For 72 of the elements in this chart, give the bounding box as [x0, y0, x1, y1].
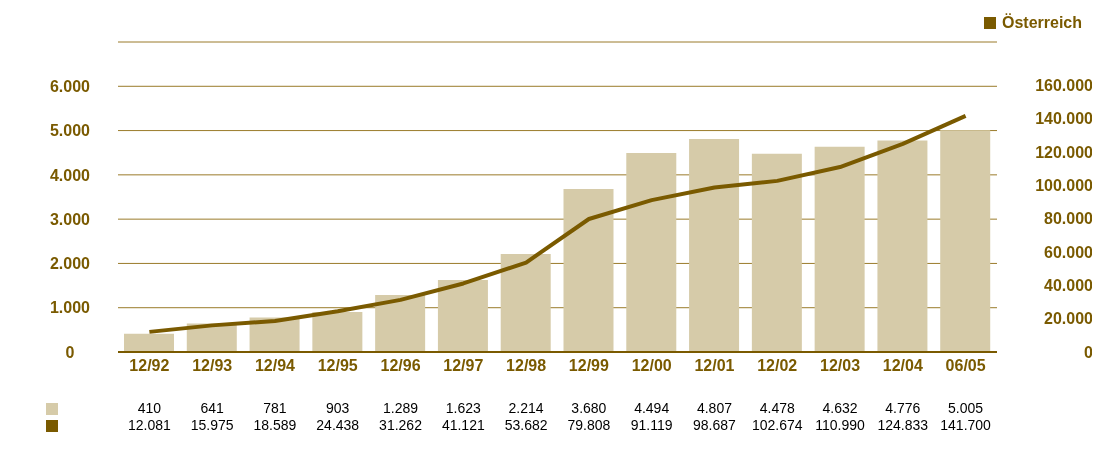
- data-label: 124.833: [876, 417, 930, 433]
- data-label: 4.807: [695, 400, 733, 416]
- data-label: 410: [136, 400, 163, 416]
- bar: [500, 253, 551, 352]
- y-tick-label: 6.000: [49, 77, 91, 95]
- x-tick-label: 12/00: [631, 357, 672, 375]
- x-tick-label: 12/92: [129, 357, 170, 375]
- y-tick-label: 5.000: [49, 122, 91, 140]
- data-label: 1.623: [444, 400, 482, 416]
- data-label: 4.478: [758, 400, 796, 416]
- x-tick-label: 12/98: [506, 357, 547, 375]
- data-label: 4.632: [821, 400, 859, 416]
- data-label: 1.289: [382, 400, 420, 416]
- data-label: 110.990: [814, 417, 866, 433]
- line-series: [147, 113, 968, 334]
- y2-tick-label: 40.000: [1044, 277, 1094, 295]
- data-label: 24.438: [315, 417, 361, 433]
- y2-tick-label: 0: [1084, 343, 1094, 361]
- bar: [375, 294, 426, 352]
- data-label: 2.214: [507, 400, 545, 416]
- bar: [751, 153, 802, 352]
- x-tick-label: 12/02: [757, 357, 798, 375]
- y2-tick-label: 60.000: [1044, 243, 1094, 261]
- data-label: 15.975: [189, 417, 235, 433]
- bar: [814, 146, 865, 352]
- y-tick-label: 3.000: [49, 210, 91, 228]
- data-label: 91.119: [629, 417, 674, 433]
- data-label: 12.081: [126, 417, 172, 433]
- data-label: 903: [325, 400, 351, 416]
- y-tick-label: 4.000: [49, 166, 91, 184]
- bar: [437, 280, 488, 352]
- data-label: 141.700: [939, 417, 992, 433]
- data-label: 41.121: [440, 417, 486, 433]
- y2-tick-label: 160.000: [1035, 77, 1094, 95]
- x-tick-label: 12/03: [820, 357, 861, 375]
- data-label: 79.808: [566, 417, 612, 433]
- x-tick-label: 12/97: [443, 357, 484, 375]
- data-label: 102.674: [750, 417, 804, 433]
- y-tick-label: 1.000: [49, 299, 91, 317]
- data-label: 641: [199, 400, 225, 416]
- data-label: 18.589: [252, 417, 298, 433]
- y2-tick-label: 80.000: [1044, 210, 1094, 228]
- y2-tick-label: 140.000: [1035, 110, 1094, 128]
- x-tick-label: 12/93: [192, 357, 233, 375]
- y2-tick-label: 120.000: [1035, 143, 1094, 161]
- data-label: 781: [262, 400, 288, 416]
- data-label: 4.494: [633, 400, 671, 416]
- y2-tick-label: 20.000: [1044, 310, 1094, 328]
- data-label: 53.682: [503, 417, 549, 433]
- y-tick-label: 2.000: [49, 255, 91, 273]
- bar: [312, 312, 363, 352]
- data-label: 98.687: [692, 417, 737, 433]
- y2-tick-label: 100.000: [1035, 177, 1094, 195]
- x-tick-label: 12/94: [254, 357, 296, 375]
- x-tick-label: 12/04: [882, 357, 923, 375]
- x-tick-label: 12/99: [568, 357, 610, 375]
- bar: [563, 189, 614, 352]
- data-label: 3.680: [570, 400, 608, 416]
- x-tick-label: 12/95: [317, 357, 358, 375]
- x-tick-label: 12/96: [380, 357, 421, 375]
- legend-label: Österreich: [1001, 14, 1082, 32]
- bar: [124, 333, 174, 352]
- bar: [626, 152, 677, 352]
- bar: [940, 130, 991, 352]
- bar: [689, 139, 740, 352]
- x-tick-label: 06/05: [945, 357, 986, 375]
- data-label: 31.262: [378, 417, 423, 433]
- y-tick-label: 0: [65, 343, 75, 361]
- bar: [877, 140, 928, 352]
- data-label: 4.776: [884, 400, 922, 416]
- data-label: 5.005: [947, 400, 985, 416]
- x-tick-label: 12/01: [694, 357, 735, 375]
